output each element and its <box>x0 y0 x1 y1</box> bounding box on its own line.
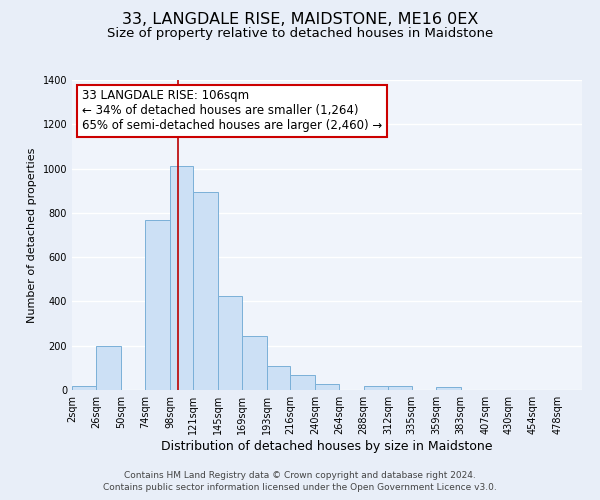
Bar <box>72 386 97 390</box>
Bar <box>267 366 290 390</box>
Text: 33 LANGDALE RISE: 106sqm
← 34% of detached houses are smaller (1,264)
65% of sem: 33 LANGDALE RISE: 106sqm ← 34% of detach… <box>82 90 382 132</box>
Bar <box>242 336 267 390</box>
X-axis label: Distribution of detached houses by size in Maidstone: Distribution of detached houses by size … <box>161 440 493 452</box>
Bar <box>193 192 218 390</box>
Bar <box>145 220 170 390</box>
Bar <box>364 386 388 390</box>
Bar <box>388 386 412 390</box>
Text: Size of property relative to detached houses in Maidstone: Size of property relative to detached ho… <box>107 28 493 40</box>
Text: Contains HM Land Registry data © Crown copyright and database right 2024.: Contains HM Land Registry data © Crown c… <box>124 471 476 480</box>
Bar <box>290 374 315 390</box>
Y-axis label: Number of detached properties: Number of detached properties <box>27 148 37 322</box>
Text: 33, LANGDALE RISE, MAIDSTONE, ME16 0EX: 33, LANGDALE RISE, MAIDSTONE, ME16 0EX <box>122 12 478 28</box>
Bar <box>436 386 461 390</box>
Bar <box>170 166 193 390</box>
Bar <box>315 384 339 390</box>
Bar <box>97 346 121 390</box>
Bar <box>218 296 242 390</box>
Text: Contains public sector information licensed under the Open Government Licence v3: Contains public sector information licen… <box>103 484 497 492</box>
